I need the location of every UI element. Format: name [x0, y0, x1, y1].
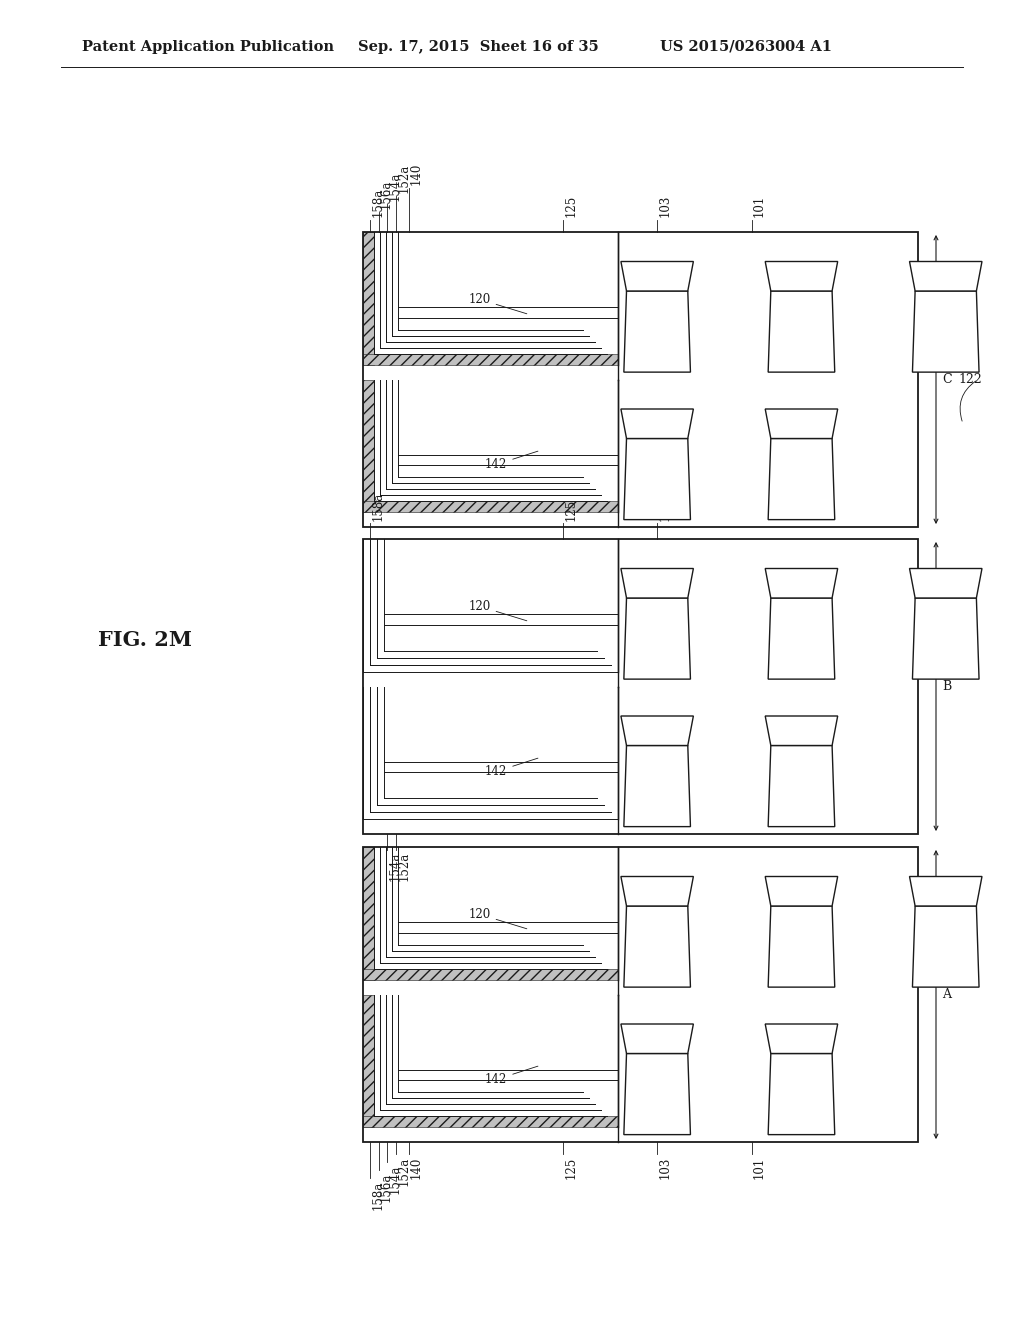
Text: 142: 142 — [485, 451, 538, 471]
Polygon shape — [765, 569, 838, 598]
Polygon shape — [912, 906, 979, 987]
Bar — [362, 380, 374, 512]
Text: 120: 120 — [468, 599, 526, 620]
Polygon shape — [765, 261, 838, 290]
Polygon shape — [768, 906, 835, 987]
Text: 103: 103 — [658, 1158, 672, 1179]
Text: C: C — [942, 374, 951, 385]
Text: 101: 101 — [753, 1158, 766, 1179]
Text: 103: 103 — [658, 194, 672, 216]
Text: 140: 140 — [410, 1158, 423, 1179]
Polygon shape — [624, 598, 690, 678]
Text: 120: 120 — [468, 908, 526, 929]
Text: 142: 142 — [485, 758, 538, 777]
Text: 158a: 158a — [371, 1181, 384, 1210]
Text: 158a: 158a — [371, 492, 384, 521]
Bar — [362, 539, 918, 834]
Polygon shape — [768, 746, 835, 826]
Text: B: B — [942, 680, 951, 693]
Bar — [362, 232, 374, 364]
Bar — [362, 1117, 618, 1127]
Polygon shape — [909, 876, 982, 906]
Text: 140: 140 — [410, 162, 423, 185]
Polygon shape — [624, 746, 690, 826]
Polygon shape — [765, 1024, 838, 1053]
Polygon shape — [768, 438, 835, 520]
Polygon shape — [624, 1053, 690, 1135]
Polygon shape — [765, 409, 838, 438]
Text: 125: 125 — [564, 1158, 578, 1179]
Polygon shape — [912, 290, 979, 372]
Polygon shape — [624, 438, 690, 520]
Polygon shape — [624, 290, 690, 372]
Text: 156a: 156a — [380, 180, 393, 209]
Polygon shape — [768, 1053, 835, 1135]
Text: 152a: 152a — [397, 164, 411, 193]
Text: 125: 125 — [564, 499, 578, 521]
Polygon shape — [621, 409, 693, 438]
Text: 125: 125 — [564, 195, 578, 216]
Text: 158a: 158a — [371, 187, 384, 216]
Polygon shape — [624, 906, 690, 987]
Text: 154a: 154a — [389, 851, 401, 882]
Polygon shape — [621, 1024, 693, 1053]
Bar — [362, 994, 374, 1127]
Text: 154a: 154a — [389, 172, 401, 201]
Text: 103: 103 — [658, 499, 672, 521]
Bar — [362, 847, 918, 1142]
Text: US 2015/0263004 A1: US 2015/0263004 A1 — [660, 40, 831, 54]
Polygon shape — [768, 290, 835, 372]
Bar — [362, 847, 374, 979]
Polygon shape — [768, 598, 835, 678]
Polygon shape — [621, 569, 693, 598]
Polygon shape — [621, 261, 693, 290]
Bar — [362, 232, 918, 527]
Bar — [362, 502, 618, 512]
Text: 156a: 156a — [380, 1173, 393, 1203]
Text: FIG. 2M: FIG. 2M — [98, 630, 193, 649]
Polygon shape — [765, 876, 838, 906]
Bar — [362, 969, 618, 979]
Polygon shape — [909, 261, 982, 290]
Text: 152a: 152a — [397, 851, 411, 882]
Text: 120: 120 — [468, 293, 526, 314]
Text: A: A — [942, 987, 951, 1001]
Text: 142: 142 — [485, 1067, 538, 1086]
Polygon shape — [621, 876, 693, 906]
Text: Patent Application Publication: Patent Application Publication — [82, 40, 334, 54]
Text: 152a: 152a — [397, 1158, 411, 1187]
Polygon shape — [765, 715, 838, 746]
Text: Sep. 17, 2015  Sheet 16 of 35: Sep. 17, 2015 Sheet 16 of 35 — [358, 40, 599, 54]
Polygon shape — [909, 569, 982, 598]
Polygon shape — [621, 715, 693, 746]
Bar — [362, 354, 618, 364]
Text: 101: 101 — [753, 195, 766, 216]
Text: 154a: 154a — [389, 1166, 401, 1195]
Polygon shape — [912, 598, 979, 678]
Text: 122: 122 — [958, 374, 982, 385]
